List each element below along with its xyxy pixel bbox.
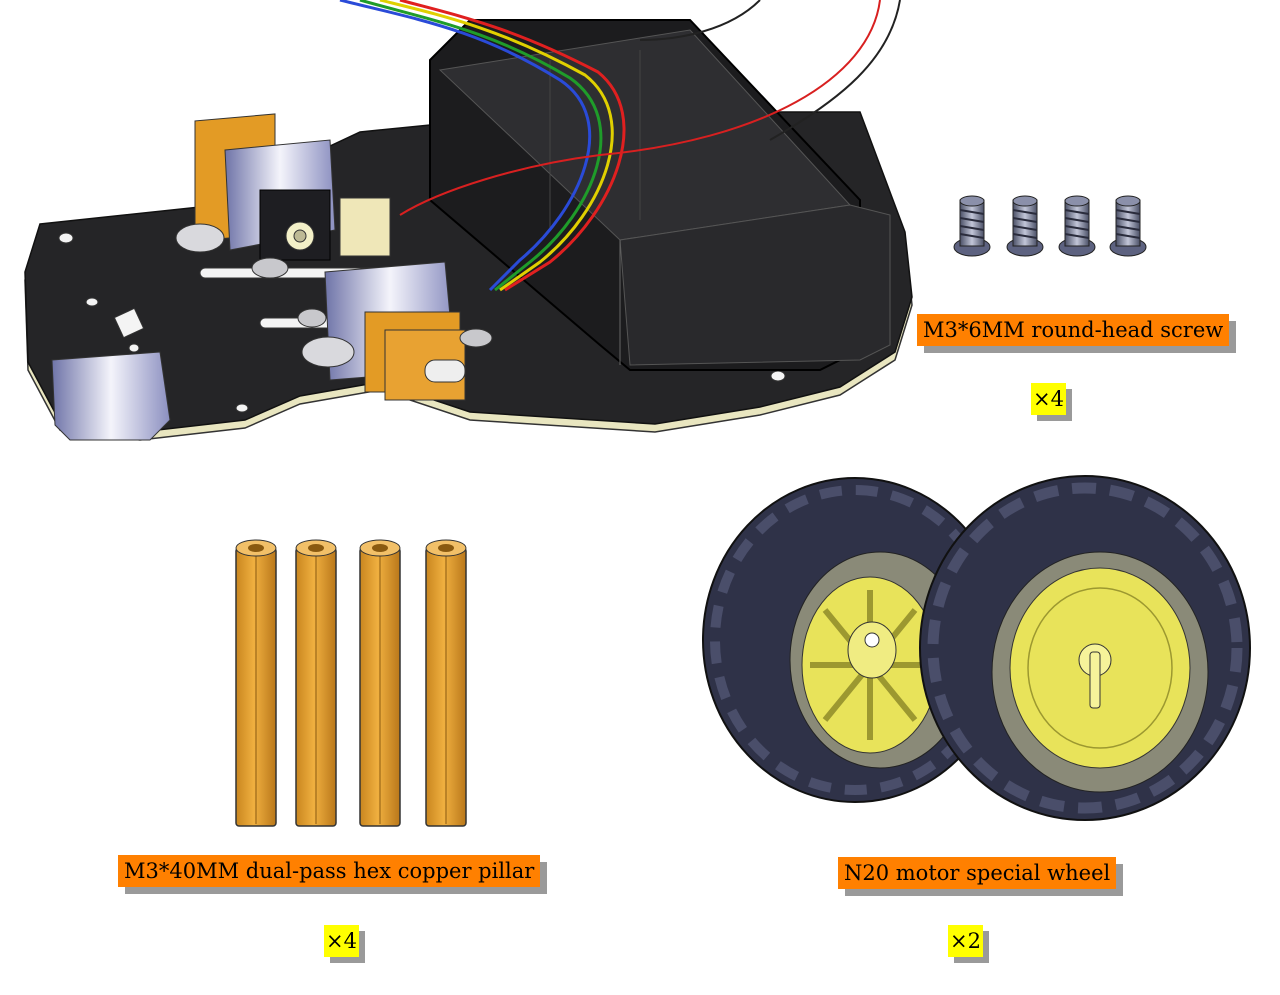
wheel-icon <box>702 475 1251 821</box>
wheel-label: N20 motor special wheel <box>838 857 1117 889</box>
screw-icon <box>953 195 1147 257</box>
screw-label: M3*6MM round-head screw <box>917 314 1230 346</box>
pillar-label: M3*40MM dual-pass hex copper pillar <box>118 855 541 887</box>
screw-quantity: ×4 <box>1031 383 1066 415</box>
pillar-quantity: ×4 <box>324 925 359 957</box>
hex-pillar-icon <box>235 539 467 827</box>
robot-car-chassis-icon <box>24 0 913 441</box>
wheel-quantity: ×2 <box>948 925 983 957</box>
